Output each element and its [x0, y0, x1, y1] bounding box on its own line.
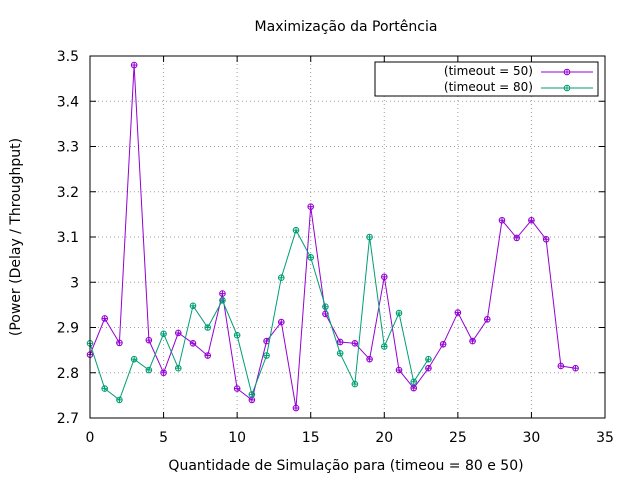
series-0 — [86, 61, 579, 412]
series-line — [89, 65, 576, 409]
data-point — [263, 352, 270, 359]
x-tick-label: 20 — [375, 430, 393, 446]
data-point — [277, 274, 285, 282]
y-tick-label: 2.9 — [57, 321, 79, 337]
x-tick-label: 25 — [449, 430, 467, 446]
x-tick-label: 5 — [159, 430, 168, 446]
data-point — [307, 203, 315, 210]
data-point — [307, 254, 315, 261]
data-point — [174, 329, 182, 337]
data-point — [292, 226, 300, 234]
data-point — [160, 369, 167, 377]
y-tick-label: 3.4 — [57, 94, 79, 110]
legend-swatch-marker — [563, 84, 571, 92]
y-tick-label: 2.8 — [57, 366, 79, 382]
data-point — [454, 309, 462, 316]
data-point — [528, 216, 535, 224]
series-1 — [86, 226, 432, 404]
legend-label-timeout-50: (timeout = 50) — [444, 64, 533, 78]
data-point — [439, 340, 447, 348]
data-point — [145, 366, 153, 374]
data-point — [322, 303, 329, 310]
data-point — [498, 216, 506, 224]
data-point — [101, 385, 109, 392]
y-axis-label: (Power (Delay / Throughput) — [8, 138, 24, 336]
data-point — [380, 273, 388, 281]
data-point — [189, 340, 197, 347]
data-point — [410, 378, 418, 386]
data-point — [174, 364, 182, 372]
data-point — [395, 366, 403, 374]
x-tick-label: 0 — [86, 430, 95, 446]
data-point — [233, 385, 241, 392]
y-tick-label: 3.5 — [57, 49, 79, 65]
series-layer — [86, 61, 579, 412]
data-point — [410, 384, 418, 392]
ticks: 0 5 10 15 20 25 30 35 2.7 2.8 2.9 3 3.1 3.2 3.3 3.4 3.5 — [57, 49, 614, 446]
data-point — [248, 396, 256, 404]
data-point — [557, 362, 565, 370]
data-point — [101, 315, 109, 322]
data-point — [336, 349, 344, 357]
data-point — [160, 330, 167, 338]
data-point — [336, 338, 344, 346]
plot-frame — [89, 55, 606, 419]
y-tick-label: 3.3 — [57, 140, 79, 156]
data-point — [277, 318, 285, 326]
x-tick-label: 35 — [596, 430, 614, 446]
data-point — [351, 340, 359, 347]
data-point — [219, 290, 226, 297]
y-tick-label: 3 — [70, 275, 79, 291]
data-point — [351, 380, 359, 388]
data-point — [248, 391, 256, 398]
chart-title: Maximização da Portência — [255, 19, 438, 35]
y-tick-label: 2.7 — [57, 411, 79, 427]
legend-box — [374, 61, 599, 97]
legend-label-timeout-80: (timeout = 80) — [444, 80, 533, 94]
data-point — [145, 336, 153, 344]
data-point — [513, 234, 521, 242]
x-axis-label: Quantidade de Simulação para (timeou = 8… — [168, 458, 523, 474]
data-point — [380, 343, 388, 350]
data-point — [425, 355, 432, 363]
data-point — [292, 404, 300, 412]
grid — [90, 56, 605, 418]
data-point — [572, 364, 579, 372]
x-tick-label: 15 — [302, 430, 320, 446]
y-tick-label: 3.1 — [57, 230, 79, 246]
data-point — [483, 316, 491, 323]
x-tick-label: 10 — [228, 430, 246, 446]
legend: (timeout = 50) (timeout = 80) — [374, 61, 599, 97]
data-point — [219, 297, 226, 304]
data-point — [233, 331, 241, 339]
data-point — [542, 235, 550, 243]
data-point — [425, 364, 432, 372]
data-point — [130, 355, 138, 363]
data-point — [366, 355, 373, 363]
data-point — [395, 309, 403, 317]
x-tick-label: 30 — [523, 430, 541, 446]
data-point — [366, 233, 373, 241]
legend-swatch-marker — [563, 68, 571, 76]
data-point — [116, 339, 123, 347]
data-point — [204, 352, 212, 359]
data-point — [469, 337, 476, 345]
data-point — [130, 61, 138, 69]
data-point — [189, 302, 197, 310]
y-tick-label: 3.2 — [57, 185, 79, 201]
data-point — [116, 396, 123, 404]
data-point — [204, 324, 212, 331]
